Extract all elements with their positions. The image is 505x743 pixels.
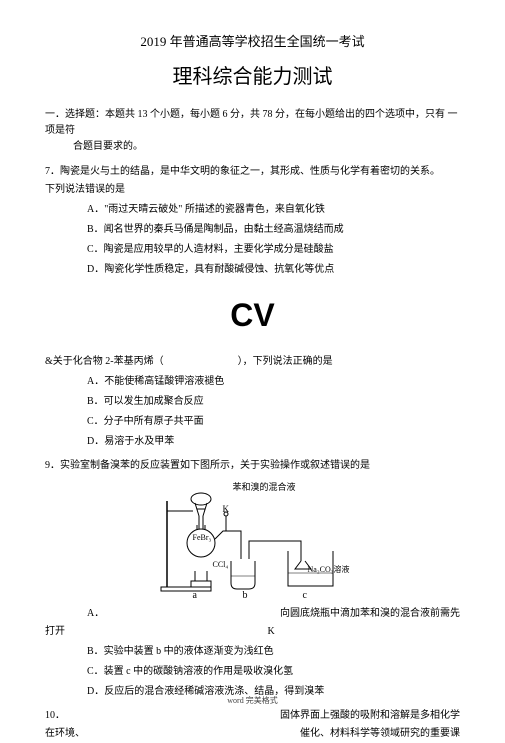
- q9-a-tail: K: [68, 626, 275, 637]
- q10-right1: 固体界面上强酸的吸附和溶解是多相化学: [280, 707, 460, 725]
- q10-right2: 催化、材料科学等领域研究的重要课: [300, 725, 460, 743]
- q7-option-a: A．"雨过天晴云破处" 所描述的瓷器青色，来自氧化铁: [45, 201, 460, 219]
- q9-a-line2: 打开 K: [45, 623, 460, 641]
- q9-option-b: B．实验中装置 b 中的液体逐渐变为浅红色: [45, 643, 460, 661]
- fig-label-b: b: [243, 587, 248, 605]
- apparatus-figure: 苯和溴的混合液 K FeBr₃: [153, 481, 353, 601]
- q10-row1: 10． 固体界面上强酸的吸附和溶解是多相化学: [45, 707, 460, 725]
- q9-stem: 9．实验室制备溴苯的反应装置如下图所示，关于实验操作或叙述错误的是: [45, 457, 460, 475]
- q8-option-a: A．不能使稀高锰酸钾溶液褪色: [45, 373, 460, 391]
- q7-option-d: D．陶瓷化学性质稳定，具有耐酸碱侵蚀、抗氧化等优点: [45, 261, 460, 279]
- q7-option-c: C．陶瓷是应用较早的人造材料，主要化学成分是硅酸盐: [45, 241, 460, 259]
- q7-option-b: B．闻名世界的秦兵马俑是陶制品，由黏土经高温烧结而成: [45, 221, 460, 239]
- fig-label-k: K: [223, 501, 230, 517]
- section-line1: 一．选择题：本题共 13 个小题，每小题 6 分，共 78 分，在每小题给出的四…: [45, 107, 460, 139]
- q9-option-c: C．装置 c 中的碳酸钠溶液的作用是吸收溴化氢: [45, 663, 460, 681]
- apparatus-svg: [153, 481, 353, 601]
- fig-label-a: a: [193, 587, 197, 605]
- cv-logo: CV: [45, 287, 460, 345]
- q9-a-line2-text: 打开: [45, 626, 65, 637]
- q8-option-b: B．可以发生加成聚合反应: [45, 393, 460, 411]
- fig-label-naco: Na₂CO₃溶液: [308, 563, 350, 577]
- fig-label-c: c: [303, 587, 307, 605]
- q8-option-d: D．易溶于水及甲苯: [45, 433, 460, 451]
- q7-stem2: 下列说法错误的是: [45, 181, 460, 199]
- fig-label-mixture: 苯和溴的混合液: [233, 479, 296, 495]
- section-line2: 合题目要求的。: [45, 139, 460, 155]
- q9-a-right: 向圆底烧瓶中滴加苯和溴的混合液前需先: [280, 605, 460, 623]
- q7-stem1: 7．陶瓷是火与土的结晶，是中华文明的象征之一，其形成、性质与化学有着密切的关系。: [45, 163, 460, 181]
- fig-label-ccl: CCl₄: [213, 558, 229, 572]
- q8-post: ），下列说法正确的是: [238, 353, 333, 371]
- q8-pre: &关于化合物 2-苯基丙烯（: [45, 353, 164, 371]
- q9-option-a-row: A． 向圆底烧瓶中滴加苯和溴的混合液前需先: [45, 605, 460, 623]
- fig-label-febr: FeBr₃: [193, 531, 212, 545]
- main-title: 2019 年普通高等学校招生全国统一考试: [45, 30, 460, 53]
- q9-a-left: A．: [45, 605, 104, 623]
- q10-row2: 在环境、 催化、材料科学等领域研究的重要课: [45, 725, 460, 743]
- q10-left1: 10．: [45, 707, 65, 725]
- q8-option-c: C．分子中所有原子共平面: [45, 413, 460, 431]
- subtitle: 理科综合能力测试: [45, 59, 460, 95]
- q10-left2: 在环境、: [45, 725, 85, 743]
- footer-text: word 完美格式: [0, 694, 505, 708]
- q8-stem: &关于化合物 2-苯基丙烯（ ），下列说法正确的是: [45, 353, 460, 371]
